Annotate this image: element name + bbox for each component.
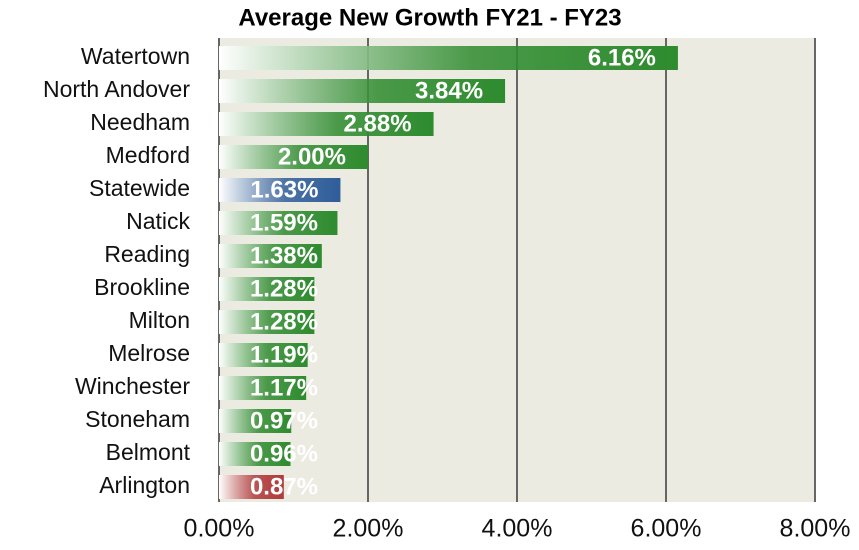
- data-label: 1.28%: [250, 308, 318, 335]
- x-tick-label: 2.00%: [333, 515, 404, 543]
- y-tick-label: Natick: [126, 208, 190, 234]
- x-tick-label: 4.00%: [482, 515, 553, 543]
- data-label: 1.17%: [250, 374, 318, 401]
- bar: [219, 277, 315, 301]
- y-tick-label: Brookline: [94, 274, 190, 300]
- data-label: 1.19%: [250, 341, 318, 368]
- data-label: 1.28%: [250, 275, 318, 302]
- bar: [219, 409, 292, 433]
- y-tick-label: Statewide: [89, 175, 190, 201]
- x-tick-label: 8.00%: [780, 515, 851, 543]
- bar: [219, 79, 506, 103]
- y-tick-label: Melrose: [108, 340, 190, 366]
- bar: [219, 178, 341, 202]
- bar: [219, 310, 315, 334]
- y-tick-label: Milton: [129, 307, 190, 333]
- data-label: 0.97%: [250, 407, 318, 434]
- data-label: 2.00%: [278, 143, 346, 170]
- bar: [219, 442, 291, 466]
- data-label: 6.16%: [588, 44, 656, 71]
- data-label: 1.63%: [250, 176, 318, 203]
- y-tick-label: Winchester: [75, 373, 190, 399]
- bar: [219, 112, 434, 136]
- y-tick-label: Stoneham: [85, 406, 190, 432]
- data-label: 0.87%: [250, 473, 318, 500]
- y-tick-label: Watertown: [81, 43, 190, 69]
- bar: [219, 211, 338, 235]
- bar: [219, 475, 284, 499]
- bar: [219, 343, 308, 367]
- x-tick-label: 6.00%: [631, 515, 702, 543]
- bar: [219, 376, 307, 400]
- data-label: 2.88%: [343, 110, 411, 137]
- data-label: 0.96%: [250, 440, 318, 467]
- bar: [219, 145, 368, 169]
- y-tick-label: Medford: [106, 142, 190, 168]
- bar: [219, 46, 678, 70]
- y-tick-label: Needham: [90, 109, 190, 135]
- data-label: 1.38%: [250, 242, 318, 269]
- y-tick-label: Arlington: [99, 472, 190, 498]
- data-label: 3.84%: [415, 77, 483, 104]
- y-tick-label: North Andover: [43, 76, 190, 102]
- chart-title: Average New Growth FY21 - FY23: [238, 4, 621, 31]
- x-tick-label: 0.00%: [184, 515, 255, 543]
- data-label: 1.59%: [250, 209, 318, 236]
- y-tick-label: Reading: [104, 241, 190, 267]
- y-tick-label: Belmont: [106, 439, 191, 465]
- bar: [219, 244, 322, 268]
